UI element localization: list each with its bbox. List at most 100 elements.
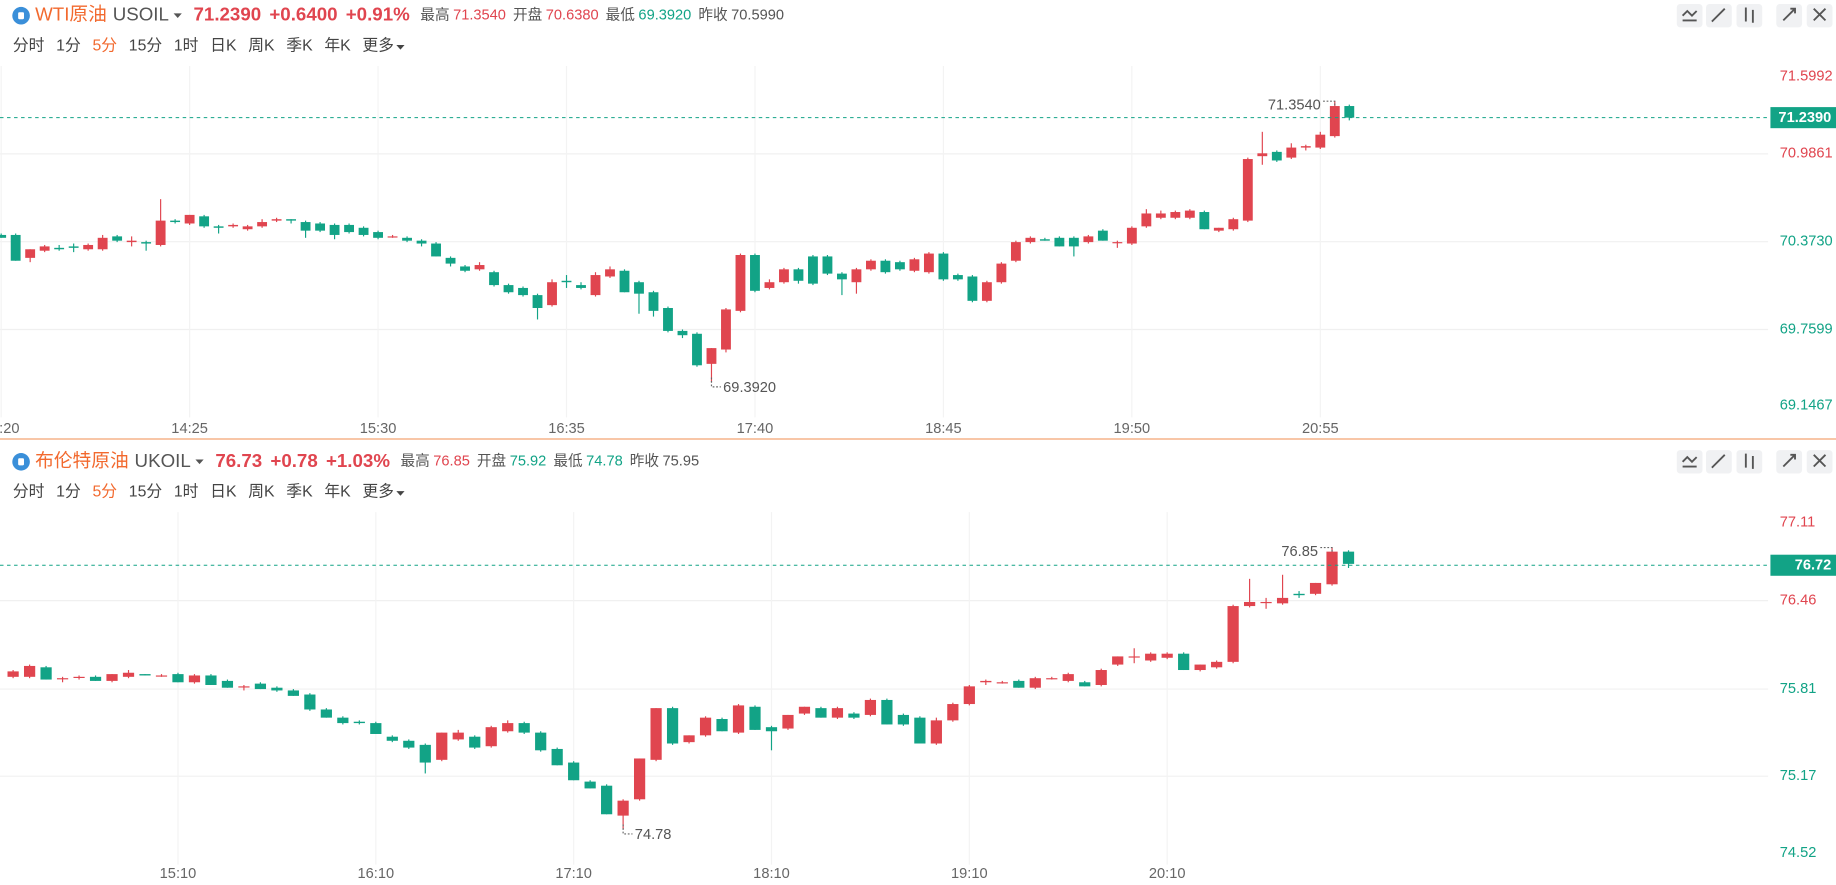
candle-body [10, 234, 21, 261]
period-tab[interactable]: 年K [324, 36, 351, 54]
candle-body [1329, 106, 1340, 137]
toolbar-icon [1813, 8, 1827, 22]
candle-body [1211, 661, 1223, 668]
period-tab[interactable]: 1分 [56, 36, 81, 54]
candle-body [1315, 134, 1326, 148]
candle-body [1199, 212, 1210, 230]
candle-body [213, 226, 224, 228]
candle-body [112, 236, 123, 241]
x-tick-label: 17:40 [737, 421, 774, 437]
period-tab[interactable]: 季K [286, 482, 313, 500]
last-price-label: 71.2390 [1778, 110, 1831, 126]
toolbar-button[interactable] [1776, 450, 1803, 474]
period-tab[interactable]: 更多 [362, 482, 394, 500]
y-tick-label: 70.3730 [1780, 234, 1833, 250]
toolbar-icon [1813, 454, 1827, 468]
candle-body [864, 699, 877, 715]
period-tab[interactable]: 日K [210, 483, 237, 500]
candle-body [848, 713, 860, 718]
instrument-name[interactable]: 布伦特原油 [35, 450, 129, 471]
candle-body [996, 263, 1007, 283]
toolbar-icon [1711, 454, 1726, 469]
candle-body [184, 214, 195, 224]
candle-body [287, 690, 299, 696]
candle-body [300, 222, 311, 231]
period-tab[interactable]: 周K [248, 37, 275, 54]
period-tab[interactable]: 年K [324, 482, 351, 500]
instrument-symbol[interactable]: UKOIL [135, 450, 191, 471]
period-tab[interactable]: 周K [248, 483, 275, 500]
candle-body [782, 714, 794, 729]
candle-body [837, 273, 847, 280]
candle-body [666, 708, 679, 744]
candle-body [315, 223, 326, 231]
stat-label: 开盘 [477, 452, 506, 470]
period-tab[interactable]: 15分 [129, 36, 163, 54]
candle-body [1013, 680, 1025, 688]
candle-body [764, 282, 775, 288]
period-tab[interactable]: 1分 [56, 482, 81, 500]
candle-body [1276, 597, 1289, 604]
period-tab[interactable]: 分时 [13, 36, 45, 54]
toolbar-button[interactable] [1706, 450, 1732, 474]
candle-body [619, 270, 630, 293]
candle-body [370, 723, 382, 734]
candle-body [419, 744, 431, 763]
toolbar-button[interactable] [1706, 3, 1732, 28]
period-tab[interactable]: 更多 [362, 36, 394, 54]
candle-body [97, 237, 108, 250]
candle-body [930, 720, 942, 744]
period-tab[interactable]: 季K [286, 36, 313, 54]
candle-body [963, 686, 975, 705]
candle-body [25, 249, 36, 258]
toolbar-button[interactable] [1806, 3, 1833, 28]
candle-body [1112, 242, 1123, 244]
toolbar-icon [1782, 453, 1796, 468]
candle-body [431, 243, 441, 257]
toolbar-button[interactable] [1676, 3, 1703, 28]
stat-label: 最低 [553, 453, 583, 470]
y-tick-label: 76.46 [1780, 592, 1817, 608]
toolbar-button-bg [1676, 3, 1703, 28]
y-tick-label: 75.81 [1780, 681, 1817, 697]
candle-body [68, 246, 79, 248]
toolbar-button[interactable] [1806, 450, 1833, 474]
instrument-name[interactable]: WTI原油 [35, 4, 107, 25]
candle-body [551, 748, 563, 766]
period-tab[interactable]: 日K [210, 37, 237, 54]
candle-body [663, 307, 673, 331]
toolbar-button[interactable] [1736, 450, 1763, 474]
stat-value: 70.6380 [546, 8, 599, 24]
candle-body [40, 667, 52, 680]
candle-body [1029, 678, 1041, 688]
period-tab[interactable]: 5分 [93, 36, 118, 54]
toolbar-button[interactable] [1676, 450, 1703, 474]
period-tab[interactable]: 5分 [93, 482, 118, 500]
candle-body [402, 237, 412, 241]
toolbar-button[interactable] [1776, 3, 1803, 28]
candle-body [721, 309, 731, 350]
candle-body [947, 704, 959, 721]
period-tab[interactable]: 1时 [174, 482, 199, 500]
toolbar-icon [1782, 7, 1796, 22]
period-tab[interactable]: 15分 [129, 482, 163, 500]
candle-body [1097, 230, 1108, 241]
period-tab[interactable]: 1时 [174, 36, 199, 54]
y-tick-label: 71.5992 [1780, 68, 1833, 84]
candle-body [650, 708, 662, 760]
candle-body [938, 253, 949, 280]
candle-body [1126, 227, 1137, 244]
candle-body [880, 260, 891, 273]
candle-body [344, 224, 355, 233]
candle-body [416, 240, 427, 244]
instrument-symbol[interactable]: USOIL [113, 4, 169, 25]
high-annotation: 76.85 [1281, 544, 1318, 560]
toolbar-button[interactable] [1736, 3, 1763, 28]
candle-body [779, 269, 789, 283]
candle-body [126, 240, 137, 243]
candle-body [518, 723, 530, 733]
period-tab[interactable]: 分时 [13, 482, 45, 500]
stat-value: 70.5990 [731, 8, 784, 24]
stat-value: 69.3920 [638, 8, 691, 24]
